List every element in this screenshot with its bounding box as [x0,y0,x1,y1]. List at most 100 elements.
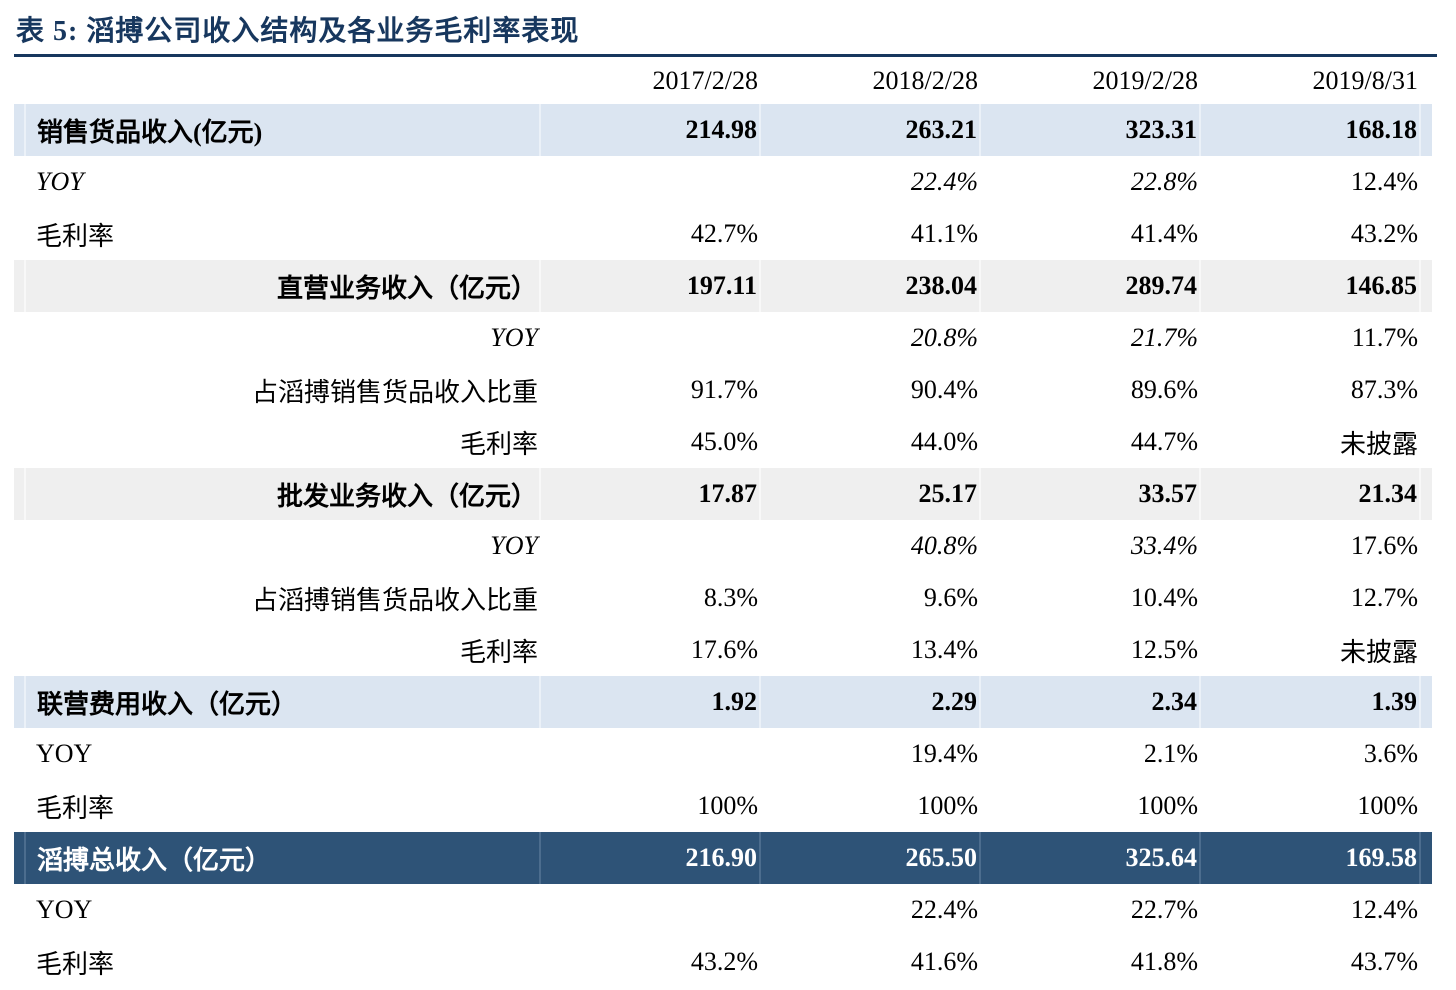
cell-value: 17.6% [690,635,758,664]
cell-value: 87.3% [1350,375,1418,404]
cell-value: 100% [1137,791,1198,820]
title-underline [14,54,1437,57]
cell-value: 1.39 [1199,676,1420,728]
cell-value: 289.74 [979,260,1200,312]
cell-value: 10.4% [1130,583,1198,612]
row-label: YOY [490,323,538,352]
row-label: 批发业务收入（亿元） [24,468,540,520]
cell-value: 17.6% [1350,531,1418,560]
cell-value: 22.4% [910,895,978,924]
column-header: 2018/2/28 [872,65,978,95]
cell-value: 41.1% [910,219,978,248]
row-label: 联营费用收入（亿元） [24,676,540,728]
cell-value: 12.4% [1350,895,1418,924]
table-row: 毛利率 45.0% 44.0% 44.7% 未披露 [14,416,1432,468]
table-row: 毛利率 17.6% 13.4% 12.5% 未披露 [14,624,1432,676]
row-label: 毛利率 [459,637,538,667]
table-row: 联营费用收入（亿元） 1.92 2.29 2.34 1.39 [14,676,1432,728]
cell-value: 17.87 [539,468,760,520]
cell-value: 100% [697,791,758,820]
row-label: 毛利率 [36,221,115,251]
row-label: YOY [36,167,84,196]
column-header: 2019/2/28 [1092,65,1198,95]
table-row: YOY 22.4% 22.7% 12.4% [14,884,1432,936]
cell-value: 43.7% [1350,947,1418,976]
cell-value: 未披露 [1339,637,1418,667]
cell-value: 89.6% [1130,375,1198,404]
cell-value: 41.8% [1130,947,1198,976]
cell-value: 40.8% [910,531,978,560]
column-header: 2019/8/31 [1312,65,1418,95]
row-label: 滔搏总收入（亿元） [24,832,540,884]
cell-value [540,156,760,208]
cell-value: 41.4% [1130,219,1198,248]
cell-value: 19.4% [910,739,978,768]
cell-value: 12.4% [1350,167,1418,196]
table-row: 占滔搏销售货品收入比重 8.3% 9.6% 10.4% 12.7% [14,572,1432,624]
cell-value: 43.2% [690,947,758,976]
cell-value: 91.7% [690,375,758,404]
row-label: 占滔搏销售货品收入比重 [251,377,538,407]
cell-value: 12.7% [1350,583,1418,612]
cell-value: 2.1% [1143,739,1198,768]
cell-value: 11.7% [1351,323,1418,352]
row-label: 毛利率 [459,429,538,459]
cell-value [540,312,760,364]
cell-value: 22.4% [910,167,978,196]
cell-value: 1.92 [539,676,760,728]
cell-value [540,520,760,572]
cell-value: 9.6% [923,583,978,612]
cell-value: 238.04 [759,260,980,312]
cell-value: 216.90 [539,832,760,884]
cell-value: 22.7% [1130,895,1198,924]
row-label: 毛利率 [36,793,115,823]
cell-value: 未披露 [1339,429,1418,459]
cell-value: 8.3% [703,583,758,612]
cell-value: 168.18 [1199,104,1420,156]
header-row: 2017/2/28 2018/2/28 2019/2/28 2019/8/31 [14,57,1432,104]
cell-value: 12.5% [1130,635,1198,664]
cell-value: 25.17 [759,468,980,520]
table-row: YOY 20.8% 21.7% 11.7% [14,312,1432,364]
revenue-structure-table: 2017/2/28 2018/2/28 2019/2/28 2019/8/31 … [14,57,1432,988]
cell-value: 263.21 [759,104,980,156]
table-title: 表 5: 滔搏公司收入结构及各业务毛利率表现 [16,16,580,47]
cell-value: 100% [1357,791,1418,820]
cell-value: 100% [917,791,978,820]
table-row: 占滔搏销售货品收入比重 91.7% 90.4% 89.6% 87.3% [14,364,1432,416]
cell-value: 169.58 [1199,832,1420,884]
row-label: YOY [36,739,93,768]
table-row: 批发业务收入（亿元） 17.87 25.17 33.57 21.34 [14,468,1432,520]
cell-value: 42.7% [690,219,758,248]
cell-value: 90.4% [910,375,978,404]
row-label: 占滔搏销售货品收入比重 [251,585,538,615]
table-row: 直营业务收入（亿元） 197.11 238.04 289.74 146.85 [14,260,1432,312]
cell-value: 45.0% [690,427,758,456]
row-label: YOY [490,531,538,560]
cell-value: 3.6% [1363,739,1418,768]
table-row: YOY 22.4% 22.8% 12.4% [14,156,1432,208]
table-row: 毛利率 43.2% 41.6% 41.8% 43.7% [14,936,1432,988]
cell-value: 13.4% [910,635,978,664]
table-row: 销售货品收入(亿元) 214.98 263.21 323.31 168.18 [14,104,1432,156]
cell-value: 41.6% [910,947,978,976]
cell-value: 146.85 [1199,260,1420,312]
row-label: YOY [36,895,93,924]
cell-value: 22.8% [1130,167,1198,196]
cell-value: 33.4% [1130,531,1198,560]
cell-value: 2.34 [979,676,1200,728]
cell-value: 21.7% [1130,323,1198,352]
cell-value: 44.0% [910,427,978,456]
table-row: 毛利率 100% 100% 100% 100% [14,780,1432,832]
row-label: 销售货品收入(亿元) [24,104,540,156]
cell-value: 323.31 [979,104,1200,156]
cell-value: 325.64 [979,832,1200,884]
cell-value: 44.7% [1130,427,1198,456]
cell-value: 197.11 [539,260,760,312]
cell-value [540,884,760,936]
row-label: 直营业务收入（亿元） [24,260,540,312]
cell-value [540,728,760,780]
cell-value: 43.2% [1350,219,1418,248]
table-row: 毛利率 42.7% 41.1% 41.4% 43.2% [14,208,1432,260]
cell-value: 265.50 [759,832,980,884]
